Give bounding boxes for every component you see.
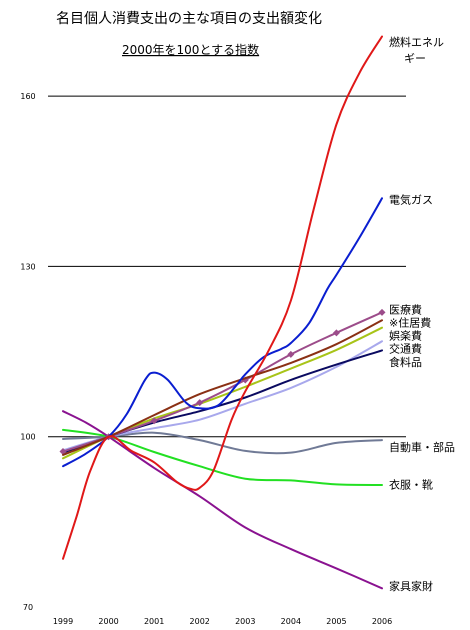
series-line-8 bbox=[62, 428, 383, 486]
series-label: 燃料エネル bbox=[389, 35, 444, 49]
series-marker bbox=[150, 417, 158, 425]
x-tick-label: 2005 bbox=[326, 617, 346, 626]
series-line-1 bbox=[62, 197, 383, 468]
y-tick-label: 130 bbox=[20, 262, 35, 271]
y-tick-label: 100 bbox=[20, 433, 35, 442]
series-label: 食料品 bbox=[389, 355, 422, 369]
x-axis-ticks: 1999 2000 2001 2002 2003 2004 2005 2006 bbox=[53, 617, 392, 626]
x-tick-label: 2002 bbox=[190, 617, 210, 626]
series-label: 衣服・靴 bbox=[389, 477, 433, 491]
series-label: 娯楽費 bbox=[389, 329, 422, 343]
chart-subtitle: 2000年を100とする指数 bbox=[122, 42, 259, 57]
series-line-0 bbox=[62, 35, 383, 560]
series-marker bbox=[332, 329, 340, 337]
series-line-2 bbox=[62, 319, 383, 456]
chart-title: 名目個人消費支出の主な項目の支出額変化 bbox=[56, 10, 322, 27]
x-tick-label: 2003 bbox=[235, 617, 255, 626]
x-tick-label: 2006 bbox=[372, 617, 392, 626]
series-label: ※住居費 bbox=[389, 316, 431, 330]
series-line-9 bbox=[62, 410, 383, 590]
series-label: 家具家財 bbox=[389, 579, 433, 593]
y-tick-label: 160 bbox=[20, 92, 35, 101]
series-marker bbox=[287, 350, 295, 358]
series-marker bbox=[378, 308, 386, 316]
series-marker bbox=[196, 399, 204, 407]
grid-lines bbox=[48, 95, 406, 438]
y-tick-label: 70 bbox=[23, 603, 33, 612]
x-tick-label: 2000 bbox=[98, 617, 118, 626]
series-labels: 燃料エネルギー電気ガス医療費※住居費娯楽費交通費食料品自動車・部品衣服・靴家具家… bbox=[389, 35, 455, 593]
series-label: 交通費 bbox=[389, 342, 422, 356]
y-axis-ticks: 70 100 130 160 bbox=[20, 92, 35, 612]
series-label: ギー bbox=[404, 52, 426, 65]
series-label: 自動車・部品 bbox=[389, 440, 455, 454]
series-lines bbox=[59, 35, 386, 590]
x-tick-label: 1999 bbox=[53, 617, 73, 626]
x-tick-label: 2001 bbox=[144, 617, 164, 626]
series-label: 医療費 bbox=[389, 303, 422, 317]
series-label: 電気ガス bbox=[389, 192, 433, 206]
x-tick-label: 2004 bbox=[281, 617, 301, 626]
